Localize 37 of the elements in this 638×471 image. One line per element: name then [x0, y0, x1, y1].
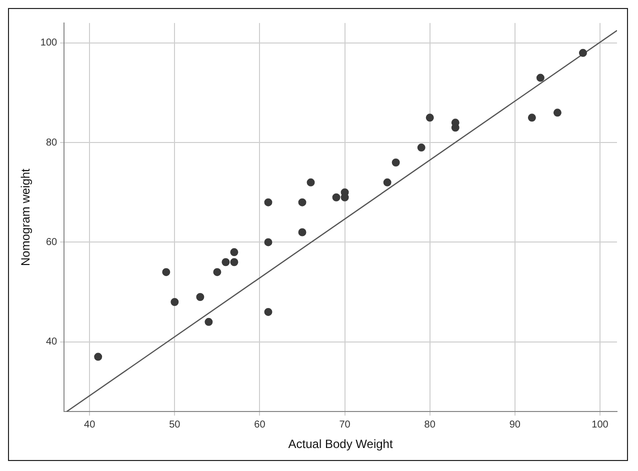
point [222, 258, 230, 266]
y-tick-label: 80 [46, 137, 58, 148]
point [264, 238, 272, 246]
point [528, 114, 536, 122]
point [213, 268, 222, 276]
x-tick-label: 50 [169, 419, 181, 430]
x-tick-label: 90 [509, 419, 521, 430]
point [196, 293, 204, 302]
point [264, 308, 272, 316]
point [298, 198, 306, 206]
point [230, 258, 238, 266]
point [536, 74, 544, 82]
y-tick-label: 100 [40, 38, 58, 49]
x-tick-label: 60 [254, 419, 266, 430]
point [553, 108, 562, 117]
point [170, 298, 179, 306]
point [162, 268, 170, 276]
point [298, 228, 306, 236]
point [204, 318, 213, 326]
point [392, 158, 400, 166]
point [230, 248, 238, 256]
point [94, 352, 102, 361]
y-axis-title: Nomogram weight [18, 168, 33, 266]
x-tick-label: 80 [424, 419, 436, 430]
x-tick-label: 70 [339, 419, 351, 430]
point [578, 48, 587, 57]
x-tick-label: 40 [84, 419, 96, 430]
point [426, 114, 434, 122]
x-axis-title: Actual Body Weight [288, 437, 394, 452]
point [306, 178, 315, 186]
point [332, 193, 340, 202]
point [417, 144, 426, 152]
y-tick-label: 40 [46, 336, 58, 348]
x-tick-label: 100 [592, 419, 609, 430]
point [264, 198, 272, 206]
y-tick-label: 60 [46, 236, 58, 248]
point [383, 178, 392, 186]
